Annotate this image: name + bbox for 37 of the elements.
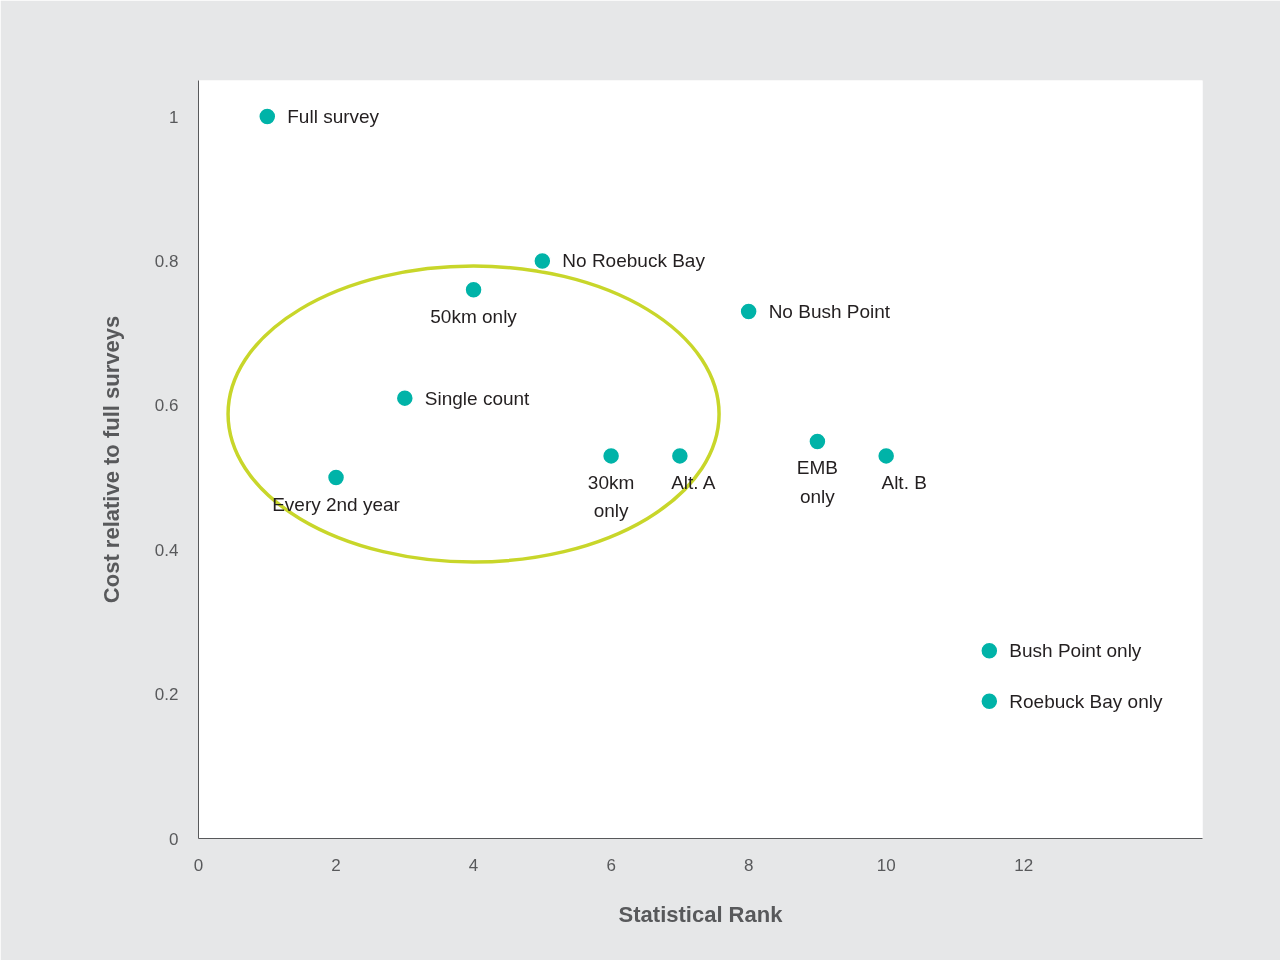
- y-tick-label: 0.6: [154, 396, 179, 416]
- x-tick-label: 12: [1014, 855, 1034, 875]
- x-tick-label: 8: [743, 855, 754, 875]
- point: [258, 107, 277, 126]
- point: [739, 302, 758, 321]
- point: [395, 388, 415, 408]
- annotation: EMB only: [796, 457, 839, 507]
- point: [533, 251, 552, 271]
- point: [326, 468, 346, 487]
- point: [876, 446, 896, 466]
- point: [670, 446, 690, 466]
- x-tick-label: 4: [468, 855, 479, 875]
- y-tick-label: 0: [169, 829, 179, 849]
- annotation: Roebuck Bay only: [1009, 690, 1163, 712]
- y-tick-label: 1: [169, 107, 179, 127]
- x-tick-label: 6: [606, 855, 616, 875]
- point: [464, 280, 483, 300]
- x-tick-label: 0: [193, 855, 204, 875]
- y-tick-label: 0.4: [154, 540, 179, 560]
- annotation: No Bush Point: [768, 301, 891, 323]
- annotation: Bush Point only: [1009, 640, 1142, 662]
- x-tick-label: 10: [876, 855, 896, 875]
- x-axis-title: Statistical Rank: [618, 901, 784, 927]
- point: [601, 446, 621, 466]
- y-axis-title: Cost relative to full surveys: [98, 315, 124, 604]
- x-tick-label: 2: [331, 855, 341, 875]
- annotation: Full survey: [287, 106, 380, 128]
- annotation: 30km only: [587, 471, 635, 522]
- annotation: Alt. B: [881, 471, 927, 493]
- point: [980, 692, 999, 711]
- annotation: Single count: [424, 387, 531, 409]
- annotation: No Roebuck Bay: [562, 250, 706, 272]
- annotation: 50km only: [430, 305, 518, 327]
- y-tick-label: 0.2: [154, 685, 179, 705]
- point: [980, 641, 999, 661]
- point: [808, 432, 827, 451]
- y-tick-label: 0.8: [154, 251, 179, 271]
